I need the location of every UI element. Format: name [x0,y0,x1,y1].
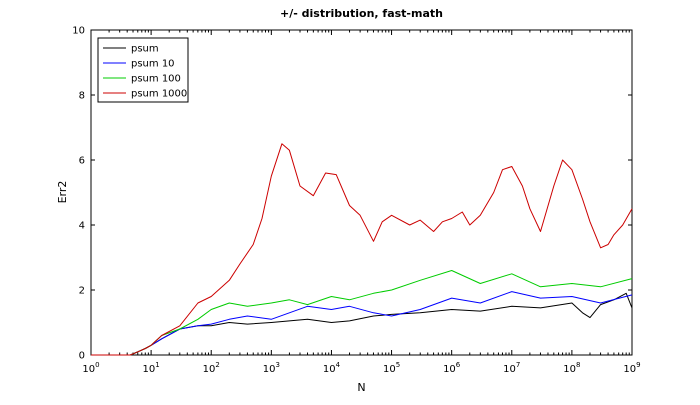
x-tick-label: 107 [503,361,520,375]
legend-box [97,37,189,103]
legend-label: psum 10 [131,59,175,70]
x-tick-base: 10 [563,364,576,375]
x-axis-label: N [357,381,365,394]
x-tick-base: 10 [443,364,456,375]
x-tick-exponent: 4 [336,361,341,369]
legend-label: psum [131,44,159,55]
x-tick-label: 104 [323,361,341,375]
y-tick-label: 2 [79,286,85,297]
x-tick-label: 102 [203,361,220,375]
x-tick-label: 108 [563,361,580,375]
x-axis-ticks: 100 101 102 103 104 105 106 107 108 109 [82,30,641,375]
x-tick-label: 100 [82,361,99,375]
x-tick-base: 10 [203,364,216,375]
legend: psum psum 10 psum 100 psum 1000 [97,37,189,103]
x-tick-exponent: 2 [215,361,219,369]
x-tick-base: 10 [323,364,336,375]
x-tick-base: 10 [263,364,276,375]
x-tick-exponent: 3 [275,361,279,369]
x-tick-exponent: 6 [456,361,461,369]
y-tick-label: 0 [79,351,85,362]
x-tick-exponent: 7 [516,361,520,369]
x-tick-exponent: 5 [396,361,400,369]
x-tick-label: 105 [383,361,400,375]
y-axis-label: Err2 [56,181,69,204]
y-tick-label: 6 [79,156,85,167]
x-tick-base: 10 [383,364,396,375]
y-tick-label: 10 [72,26,85,37]
x-tick-exponent: 1 [155,361,159,369]
series-lines [91,143,633,356]
x-tick-base: 10 [623,364,636,375]
x-tick-label: 109 [623,361,640,375]
y-tick-label: 4 [79,221,85,232]
x-tick-base: 10 [143,364,156,375]
legend-label: psum 100 [131,74,181,85]
x-tick-exponent: 8 [576,361,580,369]
x-tick-exponent: 0 [95,361,99,369]
series-line-4 [91,143,633,356]
legend-label: psum 1000 [131,89,187,100]
x-tick-label: 101 [143,361,160,375]
x-tick-base: 10 [503,364,516,375]
y-tick-label: 8 [79,91,85,102]
x-tick-label: 103 [263,361,280,375]
x-tick-label: 106 [443,361,461,375]
x-tick-base: 10 [82,364,95,375]
chart-title: +/- distribution, fast-math [280,7,443,20]
x-tick-exponent: 9 [636,361,640,369]
